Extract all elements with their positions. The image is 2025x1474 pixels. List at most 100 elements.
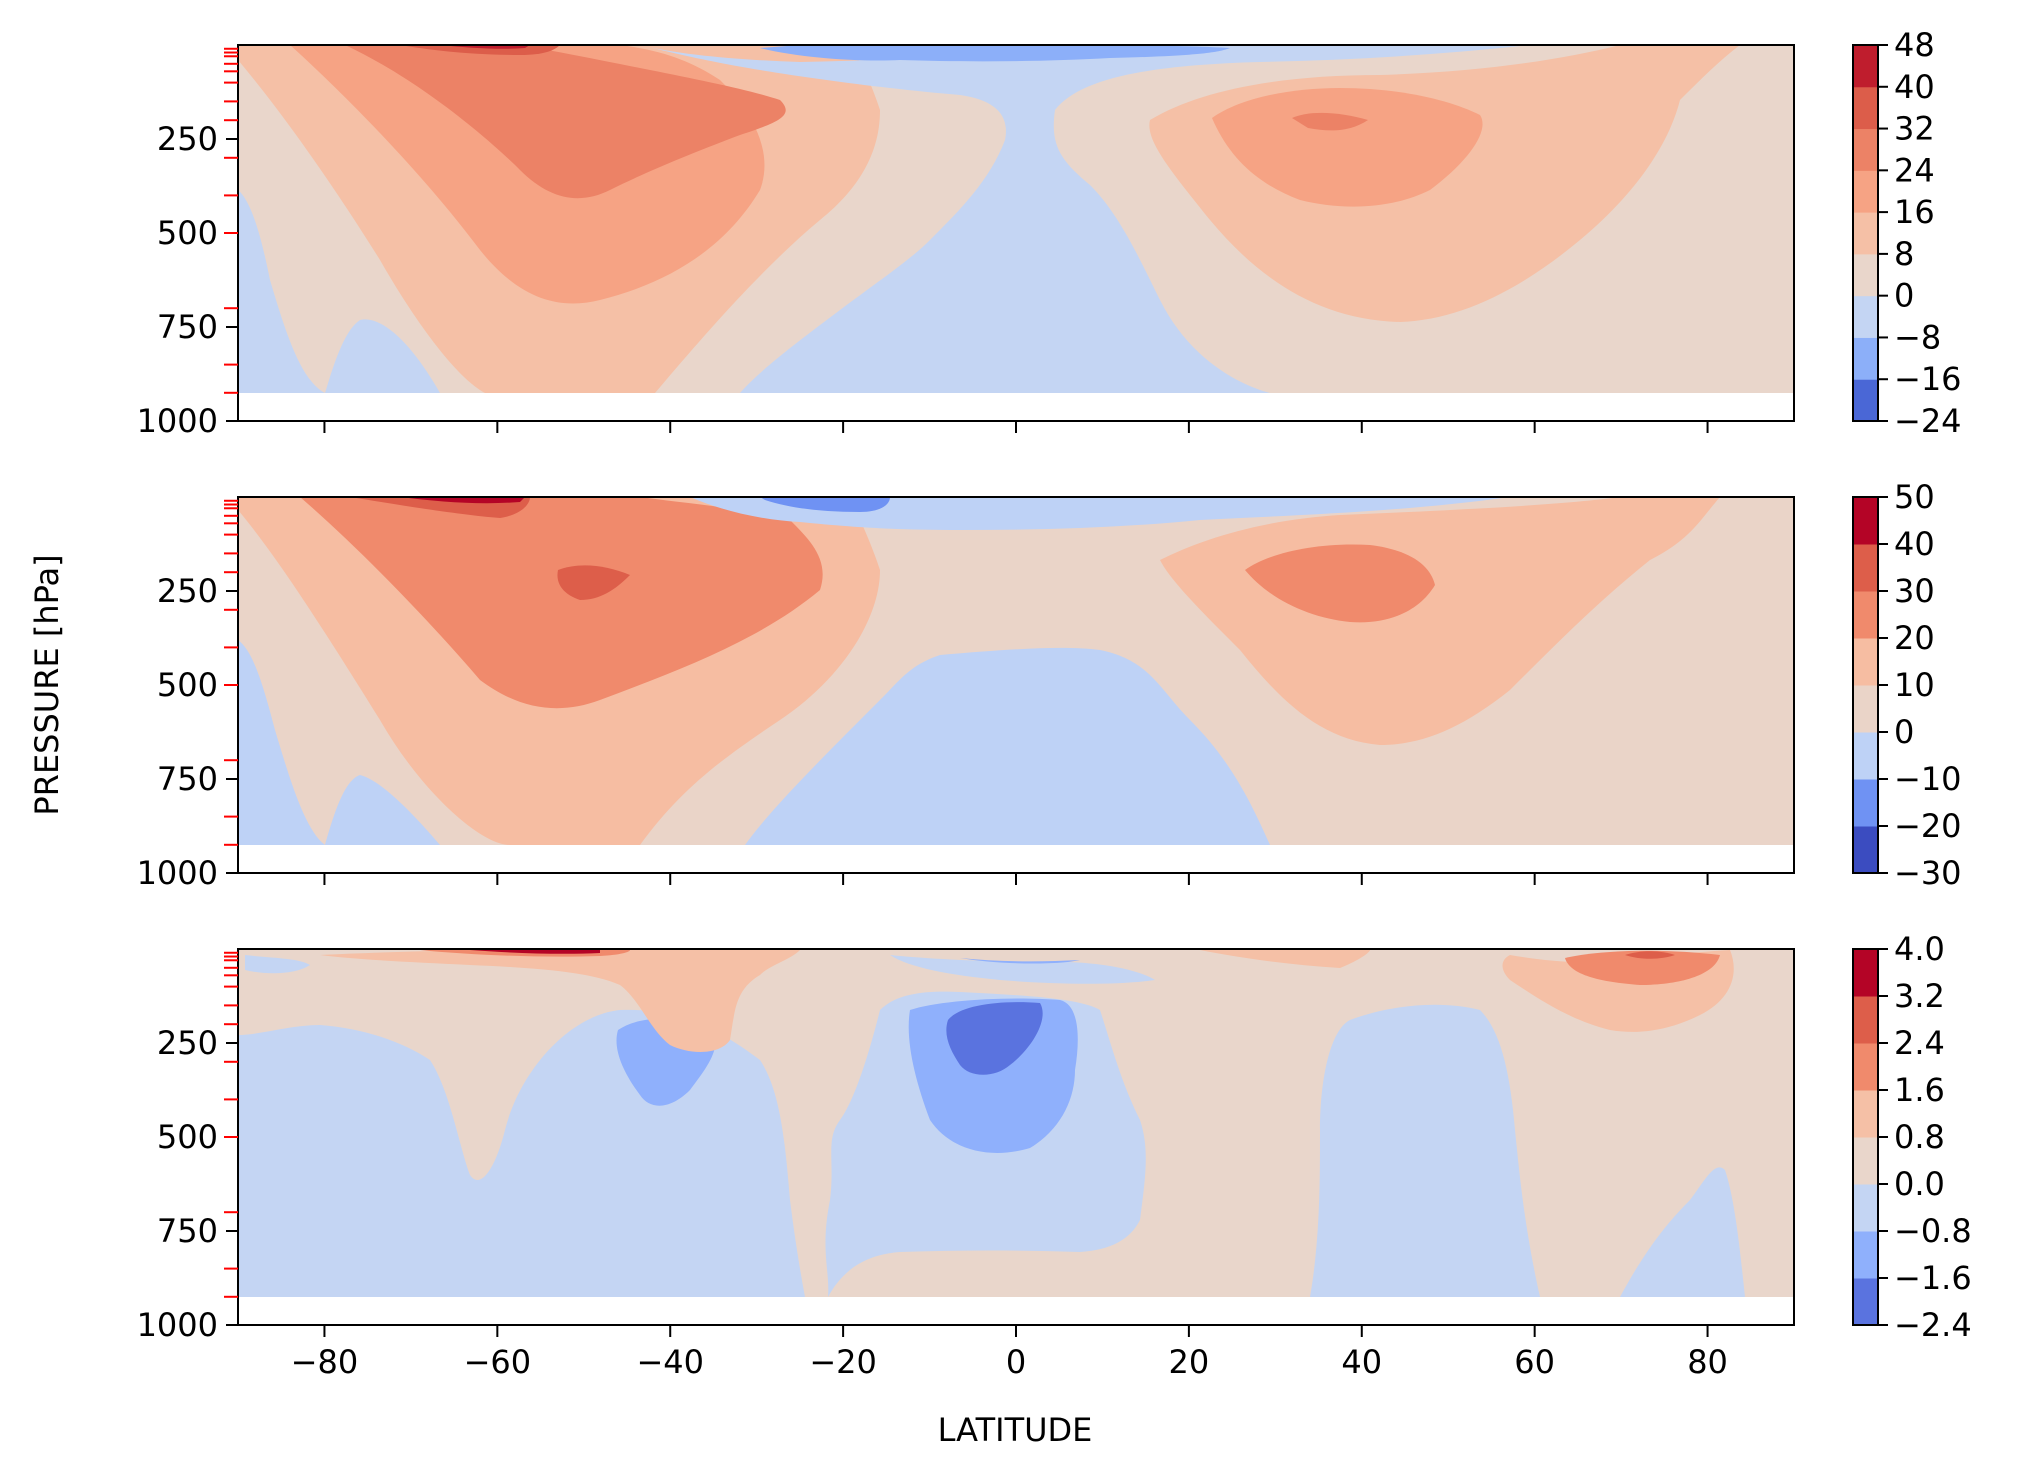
- colorbar-tick-label: 40: [1894, 68, 1935, 106]
- colorbar-tick-label: 30: [1894, 572, 1935, 610]
- panel-1-pos-north-16-24: [1212, 88, 1483, 207]
- x-tick-label: −20: [809, 1343, 877, 1381]
- colorbar-tick-label: −16: [1894, 360, 1962, 398]
- colorbar-tick-label: −10: [1894, 760, 1962, 798]
- x-tick-label: 40: [1341, 1343, 1382, 1381]
- x-axis-label: LATITUDE: [938, 1411, 1093, 1449]
- colorbar-tick-label: 3.2: [1894, 977, 1945, 1015]
- y-tick-label: 750: [157, 1212, 218, 1250]
- colorbar-tick-label: 1.6: [1894, 1071, 1945, 1109]
- y-tick-label: 1000: [137, 402, 218, 440]
- panel-3-contours: [238, 949, 1794, 1325]
- panel-3-pos-south-upper: [320, 950, 800, 1052]
- colorbar-tick-label: −1.6: [1894, 1259, 1972, 1297]
- colorbar-segment: [1853, 128, 1878, 171]
- panel-1-below-data: [238, 393, 1794, 421]
- colorbar-tick-label: 32: [1894, 110, 1935, 148]
- colorbar-segment: [1853, 379, 1878, 422]
- colorbar-segment: [1853, 295, 1878, 338]
- colorbar-tick-label: 48: [1894, 26, 1935, 64]
- panel-3: −80 −60 −40 −20 0 20 40 60 80 250 500 750 1000 4.0 3.…: [137, 930, 1972, 1381]
- colorbar-tick-label: 0: [1894, 277, 1914, 315]
- y-tick-label: 250: [157, 120, 218, 158]
- colorbar-tick-label: 20: [1894, 619, 1935, 657]
- panel-3-below-data: [238, 1297, 1794, 1325]
- panel-3-neg-far-north: [1620, 1167, 1745, 1297]
- colorbar-tick-label: 24: [1894, 151, 1935, 189]
- colorbar-segment: [1853, 685, 1878, 733]
- y-tick-label: 250: [157, 572, 218, 610]
- panel-2-pos-south-top-40-50: [400, 497, 525, 504]
- colorbar-segment: [1853, 591, 1878, 639]
- colorbar-segment: [1853, 86, 1878, 130]
- colorbar-segment: [1853, 1090, 1878, 1138]
- colorbar-tick-label: −30: [1894, 854, 1962, 892]
- x-tick-label: 20: [1169, 1343, 1210, 1381]
- y-tick-label: 500: [157, 214, 218, 252]
- colorbar-segment: [1853, 949, 1878, 997]
- colorbar-segment: [1853, 1137, 1878, 1185]
- panel-2-neg-tropics-upper: [690, 497, 1510, 530]
- colorbar-segment: [1853, 170, 1878, 213]
- panel-1-neg-tropics-upper: [760, 45, 1230, 62]
- panel-1-pos-north-24-32: [1292, 112, 1368, 131]
- panel-1-contours: [238, 45, 1794, 421]
- panel-3-neg-tropics-core: [946, 1002, 1043, 1075]
- panel-3-pos-south-top-red: [470, 950, 600, 954]
- panel-3-neg-southpole-upper: [245, 955, 310, 974]
- x-tick-label: −80: [291, 1343, 359, 1381]
- panel-3-axes: −80 −60 −40 −20 0 20 40 60 80 250 500 750 1000: [137, 951, 1728, 1381]
- colorbar-segment: [1853, 826, 1878, 874]
- panel-2-pos-north-20-30: [1245, 544, 1435, 623]
- panel-1-pos-south-24-32: [345, 45, 786, 199]
- y-axis-label: PRESSURE [hPa]: [28, 554, 66, 815]
- colorbar-segment: [1853, 1184, 1878, 1232]
- colorbar-segment: [1853, 638, 1878, 686]
- panel-1-neg-southwest: [238, 190, 440, 393]
- panel-2-contours: [238, 497, 1794, 873]
- colorbar-segment: [1853, 337, 1878, 380]
- panel-2-neg-southwest: [238, 640, 440, 845]
- panel-2-neg-tropics-upper-inner: [770, 500, 880, 511]
- colorbar-tick-label: 0: [1894, 713, 1914, 751]
- colorbar-segment: [1853, 544, 1878, 592]
- colorbar-tick-label: 2.4: [1894, 1024, 1945, 1062]
- colorbar-tick-label: 8: [1894, 235, 1914, 273]
- colorbar-tick-label: 4.0: [1894, 930, 1945, 968]
- colorbar-segment: [1853, 45, 1878, 88]
- y-tick-label: 500: [157, 1118, 218, 1156]
- x-tick-label: 60: [1514, 1343, 1555, 1381]
- colorbar-tick-label: −24: [1894, 402, 1962, 440]
- colorbar-segment: [1853, 497, 1878, 545]
- panel-2-colorbar: 50 40 30 20 10 0 −10 −20 −30: [1852, 478, 1962, 892]
- colorbar-tick-label: 0.0: [1894, 1165, 1945, 1203]
- y-tick-label: 500: [157, 666, 218, 704]
- colorbar-tick-label: 10: [1894, 666, 1935, 704]
- panel-3-pos-north-core: [1565, 950, 1720, 985]
- y-tick-label: 250: [157, 1024, 218, 1062]
- x-tick-label: 80: [1687, 1343, 1728, 1381]
- x-tick-label: −60: [464, 1343, 532, 1381]
- colorbar-segment: [1853, 1231, 1878, 1279]
- panel-2-neg-tropics-lower: [745, 647, 1270, 845]
- panel-3-pos-mid-north: [1200, 950, 1370, 968]
- y-tick-label: 1000: [137, 1306, 218, 1344]
- panel-2-axes: 250 500 750 1000: [137, 499, 1709, 892]
- colorbar-tick-label: 50: [1894, 478, 1935, 516]
- colorbar-tick-label: −20: [1894, 807, 1962, 845]
- colorbar-tick-label: −2.4: [1894, 1306, 1972, 1344]
- y-tick-label: 1000: [137, 854, 218, 892]
- panel-2-below-data: [238, 845, 1794, 873]
- panel-3-neg-tropics-upper: [890, 955, 1155, 984]
- colorbar-frame: [1852, 44, 1879, 422]
- panel-3-neg-tropics-upper-inner: [960, 958, 1080, 964]
- y-tick-label: 750: [157, 760, 218, 798]
- colorbar-segment: [1853, 996, 1878, 1044]
- colorbar-segment: [1853, 212, 1878, 255]
- colorbar-segment: [1853, 1043, 1878, 1091]
- x-tick-label: −40: [636, 1343, 704, 1381]
- panel-2-pos-south-30-40: [557, 565, 630, 600]
